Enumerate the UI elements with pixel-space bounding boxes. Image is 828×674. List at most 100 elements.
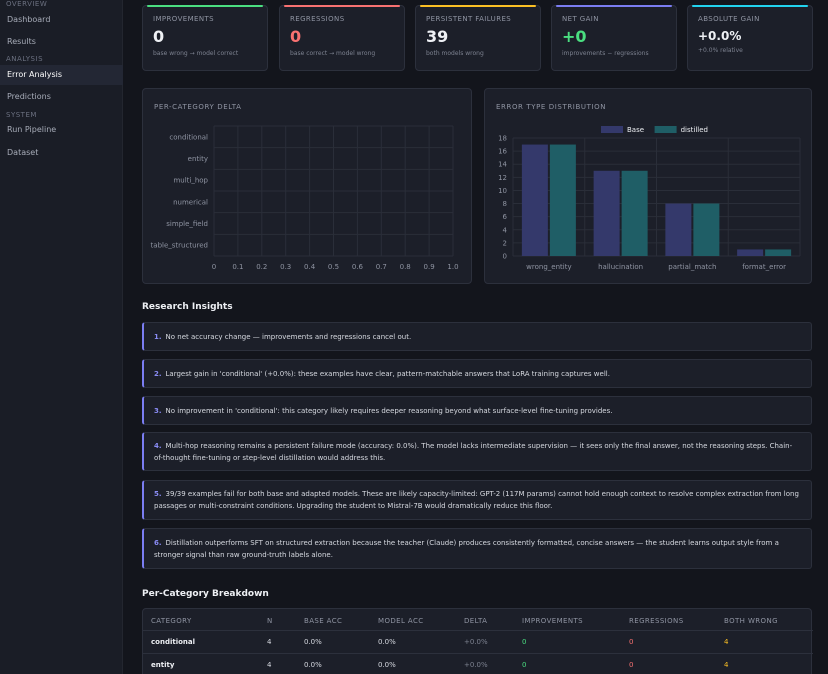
x-tick-label: 0.7	[376, 263, 387, 271]
bar-distilled	[765, 249, 792, 256]
y-tick-label: 12	[498, 174, 507, 182]
y-tick-label: 16	[498, 148, 507, 156]
error-type-distribution-panel: ERROR TYPE DISTRIBUTION 0 2 4 6 8 10 12 14 16 18 w…	[484, 88, 812, 284]
stat-card-persistent-failures: PERSISTENT FAILURES 39 both models wrong	[415, 5, 541, 71]
cell-improvements: 0	[522, 638, 527, 646]
bar-base	[737, 249, 764, 256]
cell-base-acc: 0.0%	[304, 661, 322, 669]
insight-text: Distillation outperforms SFT on structur…	[154, 538, 779, 559]
insight-item: 1. No net accuracy change — improvements …	[142, 322, 812, 351]
cell-both-wrong: 4	[724, 661, 729, 669]
insight-item: 5. 39/39 examples fail for both base and …	[142, 480, 812, 520]
nav-section-overview: OVERVIEW	[6, 0, 48, 8]
panel-title: PER-CATEGORY DELTA	[154, 103, 242, 111]
y-tick-label: 8	[503, 200, 507, 208]
x-tick-label: 0	[212, 263, 216, 271]
column-header: REGRESSIONS	[629, 617, 684, 625]
x-tick-label: 0.2	[256, 263, 267, 271]
category-label: hallucination	[598, 263, 643, 271]
category-label: multi_hop	[173, 177, 208, 185]
stat-card-regressions: REGRESSIONS 0 base correct → model wrong	[279, 5, 405, 71]
insight-item: 6. Distillation outperforms SFT on struct…	[142, 528, 812, 569]
card-subtext: improvements − regressions	[562, 50, 649, 57]
bar-distilled	[693, 203, 720, 256]
error-type-distribution-chart: 0 2 4 6 8 10 12 14 16 18 wrong_entity hallucination…	[498, 126, 801, 271]
card-value: 0	[290, 27, 302, 46]
y-tick-label: 18	[498, 135, 507, 143]
per-category-breakdown-title: Per-Category Breakdown	[142, 589, 269, 599]
x-tick-label: 0.5	[328, 263, 339, 271]
sidebar-item-predictions[interactable]: Predictions	[7, 92, 51, 101]
sidebar-item-run-pipeline[interactable]: Run Pipeline	[7, 125, 57, 134]
sidebar-item-error-analysis[interactable]: Error Analysis	[0, 65, 123, 85]
panel-title: ERROR TYPE DISTRIBUTION	[496, 103, 607, 111]
x-tick-label: 0.4	[304, 263, 316, 271]
category-label: conditional	[169, 133, 208, 141]
cell-model-acc: 0.0%	[378, 661, 396, 669]
insight-item: 3. No improvement in 'conditional': this …	[142, 396, 812, 425]
research-insights-title: Research Insights	[142, 302, 233, 312]
stat-card-improvements: IMPROVEMENTS 0 base wrong → model correc…	[142, 5, 268, 71]
column-header: BASE ACC	[304, 617, 343, 625]
column-header: N	[267, 617, 273, 625]
insight-number: 4.	[154, 441, 162, 450]
nav-section-analysis: ANALYSIS	[6, 55, 44, 63]
legend-swatch	[601, 126, 623, 133]
insight-text: Multi-hop reasoning remains a persistent…	[154, 441, 793, 462]
insight-text: Largest gain in 'conditional' (+0.0%): t…	[165, 369, 610, 378]
card-value: 39	[426, 27, 449, 46]
legend-swatch	[654, 126, 677, 133]
x-tick-label: 0.9	[424, 263, 435, 271]
bar-base	[593, 170, 620, 256]
column-header: IMPROVEMENTS	[522, 617, 584, 625]
card-accent-bar	[284, 5, 400, 7]
nav-section-system: SYSTEM	[6, 111, 37, 119]
bar-base	[665, 203, 692, 256]
cell-category: conditional	[151, 638, 196, 646]
bar-base	[521, 144, 548, 256]
stat-card-net-gain: NET GAIN +0 improvements − regressions	[551, 5, 677, 71]
table-row: conditional 4 0.0% 0.0% +0.0% 0 0 4	[143, 630, 813, 652]
per-category-delta-panel: PER-CATEGORY DELTA 0 0.1 0.2 0.3 0.4 0.5 0.6 0.…	[142, 88, 472, 284]
cell-category: entity	[151, 661, 175, 669]
x-tick-label: 0.1	[232, 263, 243, 271]
legend-label: distilled	[681, 126, 708, 134]
y-tick-label: 4	[503, 226, 508, 234]
card-label: ABSOLUTE GAIN	[698, 15, 760, 23]
insight-text: No improvement in 'conditional': this ca…	[165, 406, 613, 415]
sidebar-item-results[interactable]: Results	[7, 37, 36, 46]
card-label: NET GAIN	[562, 15, 599, 23]
insight-text: No net accuracy change — improvements an…	[165, 332, 412, 341]
cell-delta: +0.0%	[464, 661, 488, 669]
card-subtext: base correct → model wrong	[290, 50, 376, 57]
x-tick-label: 0.8	[400, 263, 411, 271]
card-accent-bar	[420, 5, 536, 7]
y-tick-label: 6	[503, 213, 508, 221]
cell-regressions: 0	[629, 661, 634, 669]
y-tick-label: 10	[498, 187, 507, 195]
y-tick-label: 0	[503, 253, 507, 261]
card-accent-bar	[147, 5, 263, 7]
insight-text: 39/39 examples fail for both base and ad…	[154, 490, 799, 510]
cell-model-acc: 0.0%	[378, 638, 396, 646]
x-tick-label: 0.3	[280, 263, 291, 271]
cell-regressions: 0	[629, 638, 634, 646]
card-label: REGRESSIONS	[290, 15, 345, 23]
category-label: partial_match	[668, 263, 716, 271]
insight-item: 2. Largest gain in 'conditional' (+0.0%):…	[142, 359, 812, 388]
cell-improvements: 0	[522, 661, 527, 669]
column-header: MODEL ACC	[378, 617, 424, 625]
sidebar-item-dashboard[interactable]: Dashboard	[7, 15, 51, 24]
bar-distilled	[621, 170, 648, 256]
card-accent-bar	[692, 5, 808, 7]
category-label: entity	[188, 155, 208, 163]
card-accent-bar	[556, 5, 672, 7]
card-subtext: both models wrong	[426, 50, 484, 57]
category-label: table_structured	[151, 242, 208, 250]
per-category-delta-chart: 0 0.1 0.2 0.3 0.4 0.5 0.6 0.7 0.8 0.9 1.0 condition…	[151, 125, 459, 271]
insight-number: 1.	[154, 332, 162, 341]
table-row: entity 4 0.0% 0.0% +0.0% 0 0 4	[143, 653, 813, 674]
category-label: format_error	[742, 263, 786, 271]
column-header: BOTH WRONG	[724, 617, 778, 625]
sidebar-item-dataset[interactable]: Dataset	[7, 148, 39, 157]
